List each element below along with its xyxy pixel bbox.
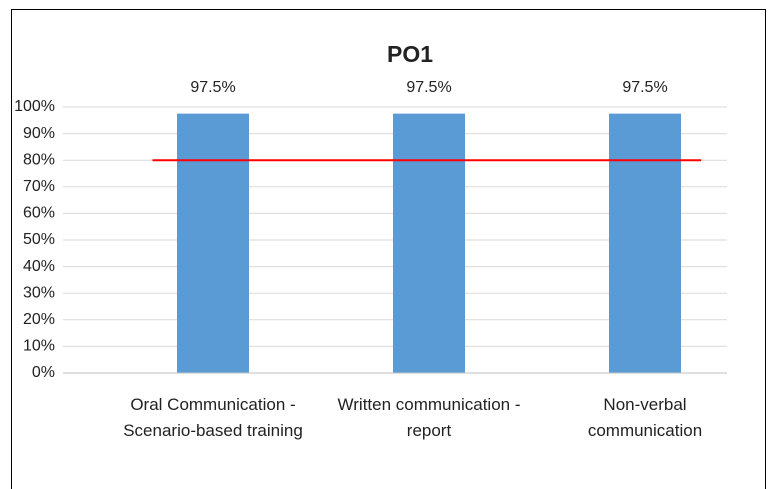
y-tick-label: 90% bbox=[23, 125, 55, 142]
x-tick-label: Oral Communication - Scenario-based trai… bbox=[123, 395, 303, 440]
bar bbox=[393, 113, 465, 374]
data-label: 97.5% bbox=[622, 79, 667, 96]
data-label: 97.5% bbox=[406, 79, 451, 96]
data-label: 97.5% bbox=[190, 79, 235, 96]
y-tick-label: 30% bbox=[23, 284, 55, 301]
bar bbox=[177, 113, 249, 374]
y-tick-label: 10% bbox=[23, 338, 55, 355]
y-tick-label: 0% bbox=[32, 364, 55, 381]
y-tick-label: 60% bbox=[23, 205, 55, 222]
y-tick-label: 20% bbox=[23, 311, 55, 328]
y-tick-label: 80% bbox=[23, 151, 55, 168]
x-tick-label: Written communication - report bbox=[337, 395, 521, 440]
chart-title: PO1 bbox=[387, 41, 433, 67]
y-tick-label: 100% bbox=[14, 98, 55, 115]
y-tick-label: 40% bbox=[23, 258, 55, 275]
x-tick-label: Non-verbal communication bbox=[587, 395, 703, 440]
y-tick-label: 70% bbox=[23, 178, 55, 195]
bar bbox=[609, 113, 681, 374]
y-tick-label: 50% bbox=[23, 231, 55, 248]
